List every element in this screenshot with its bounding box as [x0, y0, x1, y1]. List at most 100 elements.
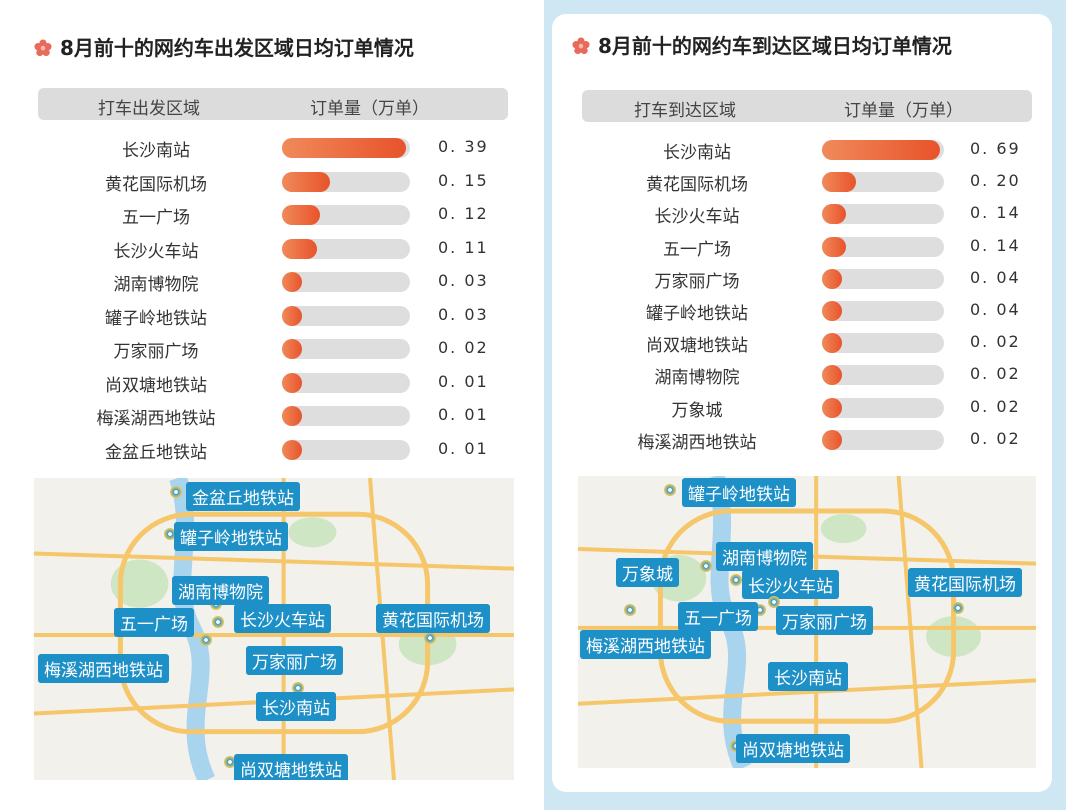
bar [822, 301, 842, 321]
location-marker-icon [664, 484, 676, 496]
location-marker-icon [292, 682, 304, 694]
category-label: 万家丽广场 [113, 342, 199, 362]
bar-track [822, 365, 944, 386]
location-label: 五一广场 [678, 602, 758, 631]
category-label: 尚双塘地铁站 [105, 375, 207, 396]
location-label: 罐子岭地铁站 [682, 478, 796, 507]
ring-road [657, 508, 957, 724]
category-label: 尚双塘地铁站 [646, 336, 748, 357]
table-header: 打车出发区域 订单量（万单） [38, 88, 508, 120]
value-column-header: 订单量（万单） [310, 99, 429, 119]
category-label: 长沙南站 [122, 141, 190, 161]
bar [282, 406, 302, 426]
park [288, 517, 337, 548]
location-marker-icon [164, 528, 176, 540]
bar-track [822, 140, 944, 160]
value-label: 0. 20 [970, 171, 1021, 191]
location-label: 金盆丘地铁站 [186, 482, 300, 511]
category-label: 金盆丘地铁站 [105, 442, 207, 463]
category-label: 黄花国际机场 [646, 175, 748, 196]
bar-track [822, 204, 944, 225]
value-label: 0. 15 [438, 170, 489, 190]
table-header: 打车到达区域 订单量（万单） [582, 90, 1032, 122]
category-label: 湖南博物院 [654, 368, 740, 389]
value-label: 0. 01 [438, 405, 489, 424]
bar [282, 305, 302, 326]
location-label: 黄花国际机场 [908, 568, 1022, 597]
bar-track [282, 238, 410, 259]
departure-panel: 8月前十的网约车出发区域日均订单情况 打车出发区域 订单量（万单） 长沙南站 0.… [34, 36, 514, 780]
location-marker-icon [952, 602, 964, 614]
value-label: 0. 69 [970, 139, 1021, 158]
location-label: 尚双塘地铁站 [736, 734, 850, 763]
location-map: 金盆丘地铁站 罐子岭地铁站 湖南博物院 五一广场 长沙火车站 黄花国际机场 梅溪湖西地铁站 万… [34, 478, 514, 780]
bar [282, 372, 302, 393]
value-label: 0. 04 [970, 267, 1021, 287]
location-label: 梅溪湖西地铁站 [38, 654, 169, 683]
category-label: 万象城 [671, 400, 723, 421]
value-label: 0. 01 [438, 371, 489, 391]
location-label: 黄花国际机场 [376, 604, 490, 633]
bar-track [282, 205, 410, 225]
location-label: 长沙南站 [256, 692, 336, 721]
category-label: 五一广场 [663, 239, 731, 260]
park [820, 513, 867, 544]
location-label: 万家丽广场 [776, 606, 873, 635]
value-label: 0. 12 [438, 204, 489, 223]
main-road [578, 678, 1036, 706]
bar [282, 439, 302, 460]
category-label: 五一广场 [122, 208, 190, 228]
category-label: 湖南博物院 [113, 275, 199, 295]
location-marker-icon [424, 632, 436, 644]
location-label: 湖南博物院 [172, 576, 269, 605]
main-road [896, 476, 924, 768]
value-label: 0. 14 [970, 235, 1021, 255]
value-label: 0. 02 [970, 428, 1021, 448]
category-label: 梅溪湖西地铁站 [637, 432, 757, 453]
bar-track [822, 172, 944, 193]
category-label: 万家丽广场 [654, 271, 740, 292]
location-label: 罐子岭地铁站 [174, 522, 288, 551]
value-label: 0. 02 [970, 332, 1021, 352]
location-marker-icon [768, 596, 780, 608]
value-label: 0. 14 [970, 203, 1021, 223]
bar-track [822, 301, 944, 321]
bar-track [282, 406, 410, 426]
bar [822, 236, 846, 257]
bar [282, 238, 317, 259]
location-marker-icon [224, 756, 236, 768]
bar-track [282, 339, 410, 359]
bar-track [282, 439, 410, 460]
bar [282, 205, 321, 225]
value-label: 0. 02 [970, 364, 1021, 384]
category-label: 长沙火车站 [113, 241, 199, 262]
location-label: 长沙火车站 [234, 604, 331, 633]
location-label: 长沙南站 [768, 662, 848, 691]
value-label: 0. 39 [438, 137, 489, 156]
category-label: 长沙火车站 [654, 207, 740, 228]
location-marker-icon [730, 574, 742, 586]
chart-title: 8月前十的网约车到达区域日均订单情况 [572, 30, 952, 59]
bar [822, 268, 842, 289]
value-label: 0. 03 [438, 271, 489, 290]
location-label: 尚双塘地铁站 [234, 754, 348, 780]
value-label: 0. 02 [970, 396, 1021, 416]
bar [822, 172, 857, 193]
category-label: 黄花国际机场 [105, 174, 207, 195]
bar [822, 204, 846, 225]
location-label: 长沙火车站 [742, 570, 839, 599]
location-label: 五一广场 [114, 608, 194, 637]
category-label: 梅溪湖西地铁站 [96, 409, 216, 429]
bar-track [282, 272, 410, 292]
arrival-card: 8月前十的网约车到达区域日均订单情况 打车到达区域 订单量（万单） 长沙南站 0.… [552, 14, 1052, 792]
category-label: 罐子岭地铁站 [105, 308, 207, 329]
bar [282, 339, 302, 359]
bar-track [282, 138, 410, 158]
bar-track [822, 397, 944, 418]
area-column-header: 打车出发区域 [98, 99, 200, 119]
main-road [34, 551, 514, 571]
bar [822, 140, 940, 160]
category-label: 长沙南站 [663, 143, 731, 163]
value-label: 0. 02 [438, 338, 489, 357]
park [110, 559, 169, 608]
